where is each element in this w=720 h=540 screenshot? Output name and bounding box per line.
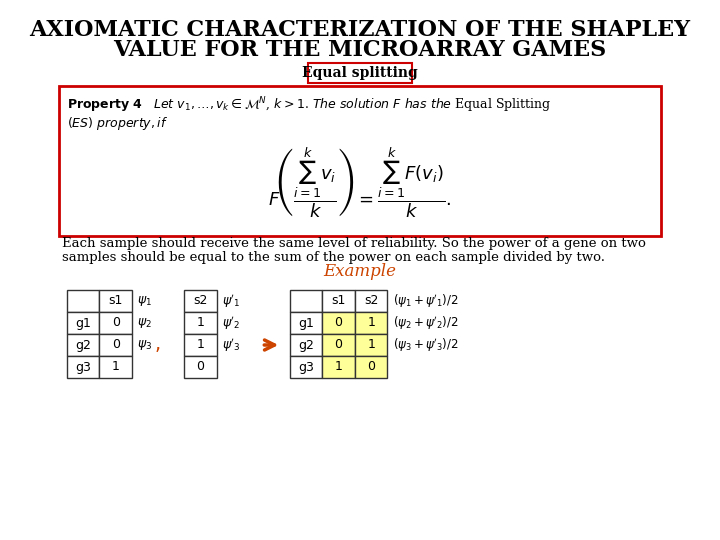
Bar (67, 290, 99, 312)
Bar (99, 356, 132, 378)
Text: Equal splitting: Equal splitting (302, 66, 418, 80)
Bar (99, 334, 132, 356)
Text: 0: 0 (335, 339, 343, 352)
Text: s2: s2 (194, 294, 208, 307)
Text: g2: g2 (76, 339, 91, 352)
Text: Example: Example (323, 264, 397, 280)
Text: 1: 1 (367, 339, 375, 352)
FancyBboxPatch shape (59, 86, 661, 236)
Bar (289, 356, 323, 378)
Text: g3: g3 (298, 361, 314, 374)
Text: g1: g1 (298, 316, 314, 329)
Bar (355, 312, 387, 334)
Text: 1: 1 (367, 316, 375, 329)
Text: 0: 0 (367, 361, 375, 374)
Bar (67, 312, 99, 334)
Bar (323, 334, 355, 356)
Text: $(\psi_2+\psi'_2)/2$: $(\psi_2+\psi'_2)/2$ (392, 314, 458, 332)
Bar (355, 334, 387, 356)
Bar (99, 290, 132, 312)
Text: $\psi'_3$: $\psi'_3$ (222, 336, 240, 354)
Text: s2: s2 (364, 294, 378, 307)
Text: $\psi_2$: $\psi_2$ (138, 316, 152, 330)
Bar (184, 290, 217, 312)
Bar (289, 312, 323, 334)
Bar (323, 290, 355, 312)
Text: 0: 0 (197, 361, 204, 374)
Text: 1: 1 (197, 339, 204, 352)
Text: $(\psi_3+\psi'_3)/2$: $(\psi_3+\psi'_3)/2$ (392, 336, 458, 354)
Text: $\psi'_2$: $\psi'_2$ (222, 314, 240, 332)
Text: $F\!\left(\dfrac{\sum_{i=1}^{k} v_i}{k}\right) = \dfrac{\sum_{i=1}^{k} F(v_i)}{k: $F\!\left(\dfrac{\sum_{i=1}^{k} v_i}{k}\… (269, 146, 451, 220)
Bar (355, 290, 387, 312)
Bar (289, 334, 323, 356)
Text: s1: s1 (109, 294, 123, 307)
Bar (67, 334, 99, 356)
Text: $\psi_1$: $\psi_1$ (138, 294, 152, 308)
Text: 0: 0 (112, 316, 120, 329)
Text: AXIOMATIC CHARACTERIZATION OF THE SHAPLEY: AXIOMATIC CHARACTERIZATION OF THE SHAPLE… (30, 19, 690, 41)
Bar (99, 312, 132, 334)
Bar (323, 356, 355, 378)
Text: s1: s1 (331, 294, 346, 307)
Bar (355, 356, 387, 378)
Bar (184, 334, 217, 356)
Bar (184, 356, 217, 378)
Text: 0: 0 (335, 316, 343, 329)
Text: $\psi_3$: $\psi_3$ (138, 338, 153, 352)
Text: g2: g2 (298, 339, 314, 352)
Bar (184, 312, 217, 334)
Text: Each sample should receive the same level of reliability. So the power of a gene: Each sample should receive the same leve… (62, 237, 646, 249)
Bar (289, 290, 323, 312)
Text: $\psi'_1$: $\psi'_1$ (222, 292, 240, 310)
Text: ,: , (155, 335, 161, 354)
Bar (67, 356, 99, 378)
Text: samples should be equal to the sum of the power on each sample divided by two.: samples should be equal to the sum of th… (62, 251, 605, 264)
Bar (323, 312, 355, 334)
Text: g3: g3 (76, 361, 91, 374)
Text: $\mathbf{Property\ 4}$   $\it{Let}$ $v_1,\ldots,v_k \in \mathcal{M}^N$, $k>1$. $: $\mathbf{Property\ 4}$ $\it{Let}$ $v_1,\… (67, 95, 552, 115)
Text: 1: 1 (112, 361, 120, 374)
Text: 0: 0 (112, 339, 120, 352)
Text: $(ES)$ $\it{property, if}$: $(ES)$ $\it{property, if}$ (67, 114, 168, 132)
Text: g1: g1 (76, 316, 91, 329)
Text: 1: 1 (197, 316, 204, 329)
Text: VALUE FOR THE MICROARRAY GAMES: VALUE FOR THE MICROARRAY GAMES (113, 39, 607, 61)
Text: $(\psi_1+\psi'_1)/2$: $(\psi_1+\psi'_1)/2$ (392, 292, 458, 310)
FancyBboxPatch shape (307, 63, 413, 83)
Text: 1: 1 (335, 361, 343, 374)
